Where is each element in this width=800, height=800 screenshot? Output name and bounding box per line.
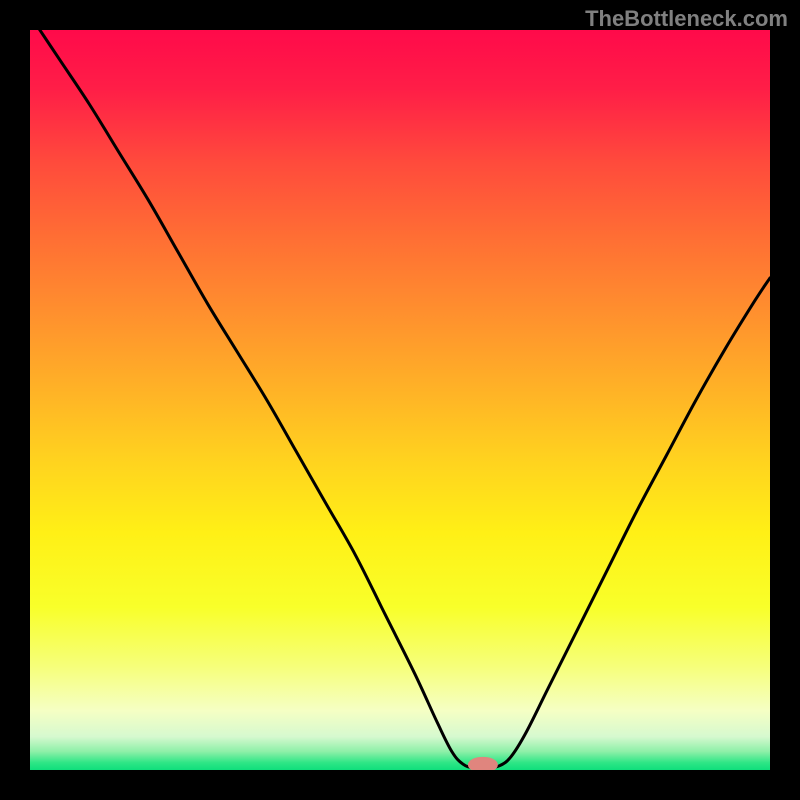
chart-container: { "watermark": { "text": "TheBottleneck.… xyxy=(0,0,800,800)
plot-background xyxy=(30,30,770,770)
watermark-text: TheBottleneck.com xyxy=(585,6,788,32)
bottleneck-chart xyxy=(0,0,800,800)
